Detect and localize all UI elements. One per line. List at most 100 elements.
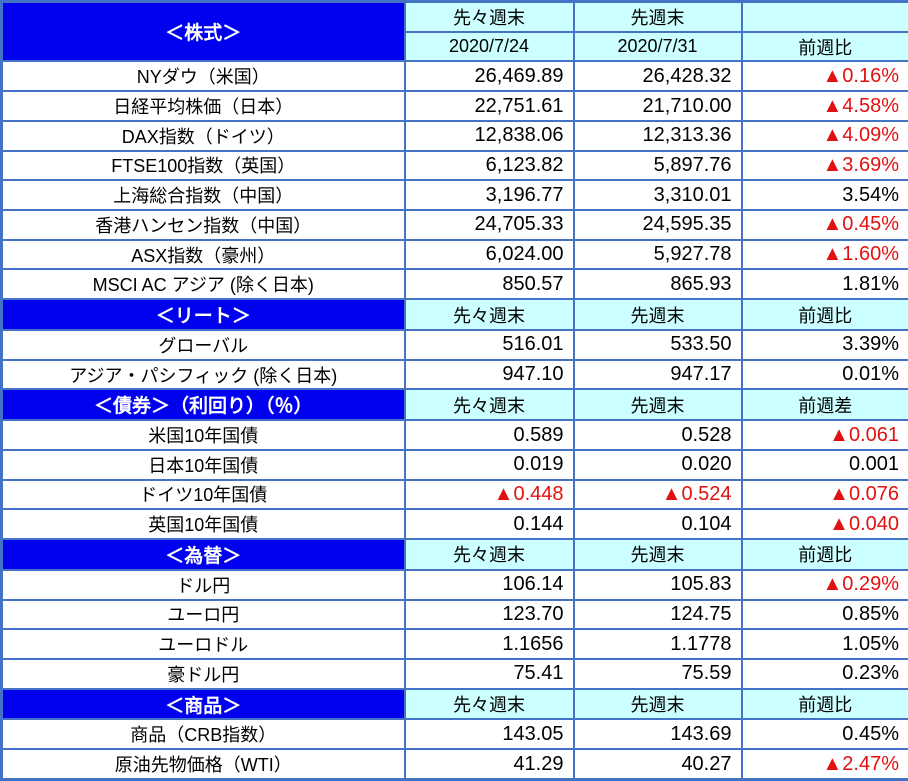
value-cell: 0.104 [572,508,743,541]
row-label: 米国10年国債 [0,419,406,451]
value-cell: 106.14 [403,568,575,601]
column-header-change: 前週比 [740,538,908,571]
table-row: 日経平均株価（日本） 22,751.61 21,710.00 ▲4.58% [0,90,908,122]
table-row: FTSE100指数（英国） 6,123.82 5,897.76 ▲3.69% [0,149,908,182]
value-cell: 850.57 [403,268,575,301]
table-header-row-1: ＜株式＞ 先々週末 先週末 [0,0,908,63]
table-row: アジア・パシフィック (除く日本) 947.10 947.17 0.01% [0,358,908,391]
row-label: ドイツ10年国債 [0,478,406,511]
value-cell: 865.93 [572,268,743,301]
section-header-row: ＜リート＞ 先々週末 先週末 前週比 [0,298,908,331]
row-label: 日経平均株価（日本） [0,90,406,122]
row-label: NYダウ（米国） [0,60,406,93]
column-header-prev-period: 先々週末 [403,538,575,571]
value-cell: 6,123.82 [403,149,575,182]
column-header-prev-date: 2020/7/24 [403,30,575,63]
table-row: 豪ドル円 75.41 75.59 0.23% [0,657,908,690]
value-cell: 533.50 [572,328,743,361]
table-row: グローバル 516.01 533.50 3.39% [0,328,908,361]
value-cell: 41.29 [403,748,575,781]
value-cell: ▲0.524 [572,478,743,511]
value-cell: 26,469.89 [403,60,575,93]
section-header-row: ＜為替＞ 先々週末 先週末 前週比 [0,538,908,571]
section-title-stocks: ＜株式＞ [0,0,406,63]
value-cell: 143.05 [403,718,575,751]
value-cell: 3,196.77 [403,179,575,212]
value-cell: 123.70 [403,598,575,631]
value-cell: 0.019 [403,448,575,481]
change-cell: ▲3.69% [740,149,908,182]
row-label: MSCI AC アジア (除く日本) [0,268,406,301]
table-row: 日本10年国債 0.019 0.020 0.001 [0,448,908,481]
column-header-last-date: 2020/7/31 [572,30,743,63]
section-title-commodities: ＜商品＞ [0,687,406,721]
section-title-bonds: ＜債券＞（利回り）（％） [0,388,406,422]
value-cell: 12,838.06 [403,119,575,152]
value-cell: 516.01 [403,328,575,361]
value-cell: 0.528 [572,419,743,451]
row-label: ASX指数（豪州） [0,238,406,271]
section-title-fx: ＜為替＞ [0,538,406,571]
value-cell: 24,595.35 [572,209,743,241]
value-cell: 0.589 [403,419,575,451]
column-header-last-period: 先週末 [572,538,743,571]
change-cell: 0.01% [740,358,908,391]
table-row: 商品（CRB指数） 143.05 143.69 0.45% [0,718,908,751]
change-cell: 1.81% [740,268,908,301]
column-header-empty [740,0,908,33]
table-row: 上海総合指数（中国） 3,196.77 3,310.01 3.54% [0,179,908,212]
value-cell: 40.27 [572,748,743,781]
section-header-row: ＜債券＞（利回り）（％） 先々週末 先週末 前週差 [0,388,908,422]
section-header-row: ＜商品＞ 先々週末 先週末 前週比 [0,687,908,721]
value-cell: 105.83 [572,568,743,601]
column-header-change: 前週差 [740,388,908,422]
table-row: DAX指数（ドイツ） 12,838.06 12,313.36 ▲4.09% [0,119,908,152]
row-label: ユーロ円 [0,598,406,631]
row-label: 日本10年国債 [0,448,406,481]
column-header-prev-period: 先々週末 [403,687,575,721]
table-row: 香港ハンセン指数（中国） 24,705.33 24,595.35 ▲0.45% [0,209,908,241]
row-label: FTSE100指数（英国） [0,149,406,182]
value-cell: 26,428.32 [572,60,743,93]
change-cell: 0.85% [740,598,908,631]
change-cell: 0.45% [740,718,908,751]
row-label: グローバル [0,328,406,361]
change-cell: ▲0.45% [740,209,908,241]
table-row: ユーロ円 123.70 124.75 0.85% [0,598,908,631]
column-header-change: 前週比 [740,30,908,63]
column-header-last-period: 先週末 [572,388,743,422]
value-cell: 124.75 [572,598,743,631]
value-cell: 1.1656 [403,628,575,660]
table-row: 英国10年国債 0.144 0.104 ▲0.040 [0,508,908,541]
change-cell: ▲0.29% [740,568,908,601]
column-header-change: 前週比 [740,687,908,721]
column-header-last-period: 先週末 [572,298,743,331]
change-cell: ▲1.60% [740,238,908,271]
change-cell: ▲4.58% [740,90,908,122]
value-cell: 1.1778 [572,628,743,660]
value-cell: 24,705.33 [403,209,575,241]
change-cell: ▲0.16% [740,60,908,93]
value-cell: 22,751.61 [403,90,575,122]
value-cell: 6,024.00 [403,238,575,271]
table-row: ドイツ10年国債 ▲0.448 ▲0.524 ▲0.076 [0,478,908,511]
table-row: ドル円 106.14 105.83 ▲0.29% [0,568,908,601]
value-cell: 947.10 [403,358,575,391]
value-cell: 21,710.00 [572,90,743,122]
column-header-change: 前週比 [740,298,908,331]
change-cell: ▲0.076 [740,478,908,511]
row-label: 豪ドル円 [0,657,406,690]
table-row: 米国10年国債 0.589 0.528 ▲0.061 [0,419,908,451]
row-label: 上海総合指数（中国） [0,179,406,212]
value-cell: 12,313.36 [572,119,743,152]
value-cell: 75.41 [403,657,575,690]
value-cell: 75.59 [572,657,743,690]
value-cell: 143.69 [572,718,743,751]
row-label: 原油先物価格（WTI） [0,748,406,781]
row-label: 英国10年国債 [0,508,406,541]
change-cell: 3.54% [740,179,908,212]
column-header-last-period: 先週末 [572,0,743,33]
change-cell: 1.05% [740,628,908,660]
table-row: NYダウ（米国） 26,469.89 26,428.32 ▲0.16% [0,60,908,93]
